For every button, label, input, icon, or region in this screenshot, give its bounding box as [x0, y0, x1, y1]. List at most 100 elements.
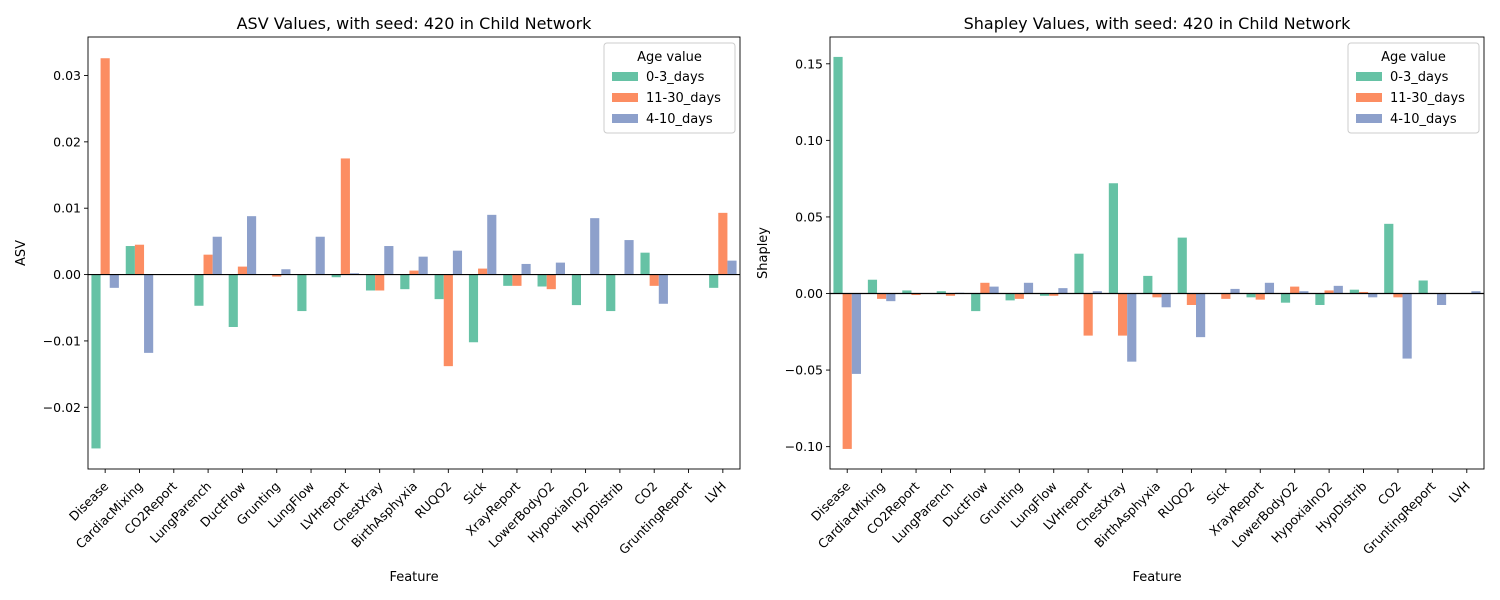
bar-11-30_days-XrayReport [1255, 293, 1265, 300]
bar-4-10_days-LVHreport [1092, 291, 1102, 294]
x-tick-label: Sick [1203, 478, 1232, 507]
legend-label-4-10_days: 4-10_days [646, 112, 713, 127]
bar-4-10_days-ChestXray [384, 246, 394, 275]
bar-0-3_days-BirthAsphyxia [400, 274, 410, 290]
legend-label-11-30_days: 11-30_days [646, 91, 721, 106]
bar-4-10_days-CO2 [1402, 293, 1412, 359]
x-tick-label: LVH [702, 479, 729, 506]
legend-swatch-0-3_days [612, 72, 638, 81]
y-tick-label: 0.05 [795, 209, 823, 224]
shapley-chart: Shapley Values, with seed: 420 in Child … [756, 14, 1485, 585]
legend-swatch-4-10_days [612, 114, 638, 123]
bar-0-3_days-LVHreport [1074, 253, 1084, 294]
y-tick-label: 0.01 [53, 201, 81, 216]
legend-title: Age value [1381, 50, 1446, 65]
bar-4-10_days-LowerBodyO2 [1299, 291, 1309, 294]
bar-0-3_days-CO2 [640, 252, 650, 275]
bar-4-10_days-DuctFlow [989, 286, 999, 294]
bar-11-30_days-Sick [478, 268, 488, 275]
bar-0-3_days-DuctFlow [971, 293, 981, 312]
bar-11-30_days-CO2Report [911, 293, 921, 296]
legend-label-4-10_days: 4-10_days [1390, 112, 1457, 127]
bar-4-10_days-GruntingReport [1436, 293, 1447, 305]
bar-4-10_days-RUQO2 [1196, 293, 1206, 338]
y-tick-label: −0.02 [43, 400, 81, 415]
bar-11-30_days-Sick [1221, 293, 1231, 299]
bar-4-10_days-RUQO2 [452, 250, 463, 275]
bar-11-30_days-LowerBodyO2 [546, 274, 556, 290]
bar-0-3_days-LVHreport [331, 274, 341, 278]
y-tick-label: −0.05 [785, 363, 823, 378]
bar-0-3_days-HypDistrib [606, 274, 616, 312]
bar-0-3_days-Grunting [1005, 293, 1015, 301]
bar-4-10_days-BirthAsphyxia [1161, 293, 1171, 308]
y-tick-label: −0.10 [785, 439, 823, 454]
bar-0-3_days-HypoxiaInO2 [1315, 293, 1325, 305]
bar-4-10_days-HypDistrib [1368, 293, 1378, 298]
bar-0-3_days-HypoxiaInO2 [571, 274, 581, 306]
bar-0-3_days-RUQO2 [434, 274, 444, 300]
bar-11-30_days-HypoxiaInO2 [1324, 290, 1334, 294]
x-tick-label: CO2 [1375, 479, 1404, 508]
y-tick-label: 0.02 [53, 134, 81, 149]
y-axis-label: Shapley [756, 227, 771, 279]
bar-11-30_days-LungParench [203, 254, 213, 275]
bar-0-3_days-BirthAsphyxia [1143, 275, 1153, 294]
bar-0-3_days-CardiacMixing [867, 279, 878, 294]
bar-11-30_days-CO2 [1393, 293, 1403, 298]
legend-label-0-3_days: 0-3_days [646, 70, 705, 85]
y-tick-label: −0.01 [43, 333, 81, 348]
bar-0-3_days-CO2Report [902, 290, 912, 294]
bar-4-10_days-LVH [727, 260, 737, 275]
bar-4-10_days-Sick [1230, 288, 1240, 294]
bar-4-10_days-HypoxiaInO2 [590, 218, 600, 275]
bar-11-30_days-DuctFlow [980, 282, 990, 294]
bar-11-30_days-XrayReport [512, 274, 522, 286]
y-axis-label: ASV [14, 240, 29, 266]
bar-4-10_days-DuctFlow [247, 216, 257, 275]
bar-0-3_days-ChestXray [365, 274, 376, 291]
bar-4-10_days-XrayReport [1264, 282, 1275, 294]
bar-4-10_days-CardiacMixing [144, 274, 154, 353]
bar-0-3_days-CardiacMixing [125, 246, 135, 275]
bar-11-30_days-ChestXray [1117, 293, 1128, 336]
bar-0-3_days-GruntingReport [1418, 280, 1428, 294]
bar-4-10_days-LungParench [212, 236, 222, 275]
bar-11-30_days-LowerBodyO2 [1290, 286, 1300, 294]
chart-title: Shapley Values, with seed: 420 in Child … [964, 14, 1352, 33]
bar-11-30_days-Disease [842, 293, 852, 449]
bar-11-30_days-DuctFlow [237, 266, 247, 275]
y-tick-label: 0.10 [795, 133, 823, 148]
x-axis-label: Feature [389, 570, 438, 585]
asv-chart: ASV Values, with seed: 420 in Child Netw… [14, 14, 741, 585]
legend-swatch-4-10_days [1356, 114, 1382, 123]
bar-11-30_days-CardiacMixing [877, 293, 887, 299]
bar-4-10_days-LVH [1471, 291, 1481, 294]
bar-11-30_days-LungParench [945, 293, 956, 296]
bar-4-10_days-CO2 [658, 274, 668, 304]
y-tick-label: 0.00 [53, 267, 81, 282]
x-tick-label: CO2 [631, 479, 660, 508]
bar-4-10_days-BirthAsphyxia [418, 256, 428, 275]
bar-11-30_days-Grunting [272, 274, 282, 277]
bar-11-30_days-Grunting [1014, 293, 1024, 299]
bar-4-10_days-LungFlow [315, 236, 325, 275]
bar-4-10_days-Grunting [1023, 282, 1034, 294]
bar-4-10_days-LVHreport [349, 273, 360, 275]
bar-4-10_days-Sick [487, 214, 497, 275]
bar-4-10_days-HypDistrib [624, 240, 634, 275]
y-tick-label: 0.03 [53, 68, 81, 83]
legend-label-11-30_days: 11-30_days [1390, 91, 1465, 106]
bar-0-3_days-LungFlow [1039, 293, 1050, 296]
bar-11-30_days-Disease [100, 58, 110, 275]
x-axis-label: Feature [1132, 570, 1181, 585]
y-tick-label: 0.00 [795, 286, 823, 301]
x-tick-label: Sick [460, 478, 489, 507]
bar-11-30_days-RUQO2 [443, 274, 453, 367]
bar-0-3_days-LowerBodyO2 [537, 274, 547, 287]
bar-11-30_days-CO2 [649, 274, 659, 286]
legend-title: Age value [637, 50, 702, 65]
bar-11-30_days-RUQO2 [1186, 293, 1197, 305]
bar-4-10_days-LungFlow [1058, 288, 1068, 294]
bar-0-3_days-HypDistrib [1349, 289, 1359, 294]
